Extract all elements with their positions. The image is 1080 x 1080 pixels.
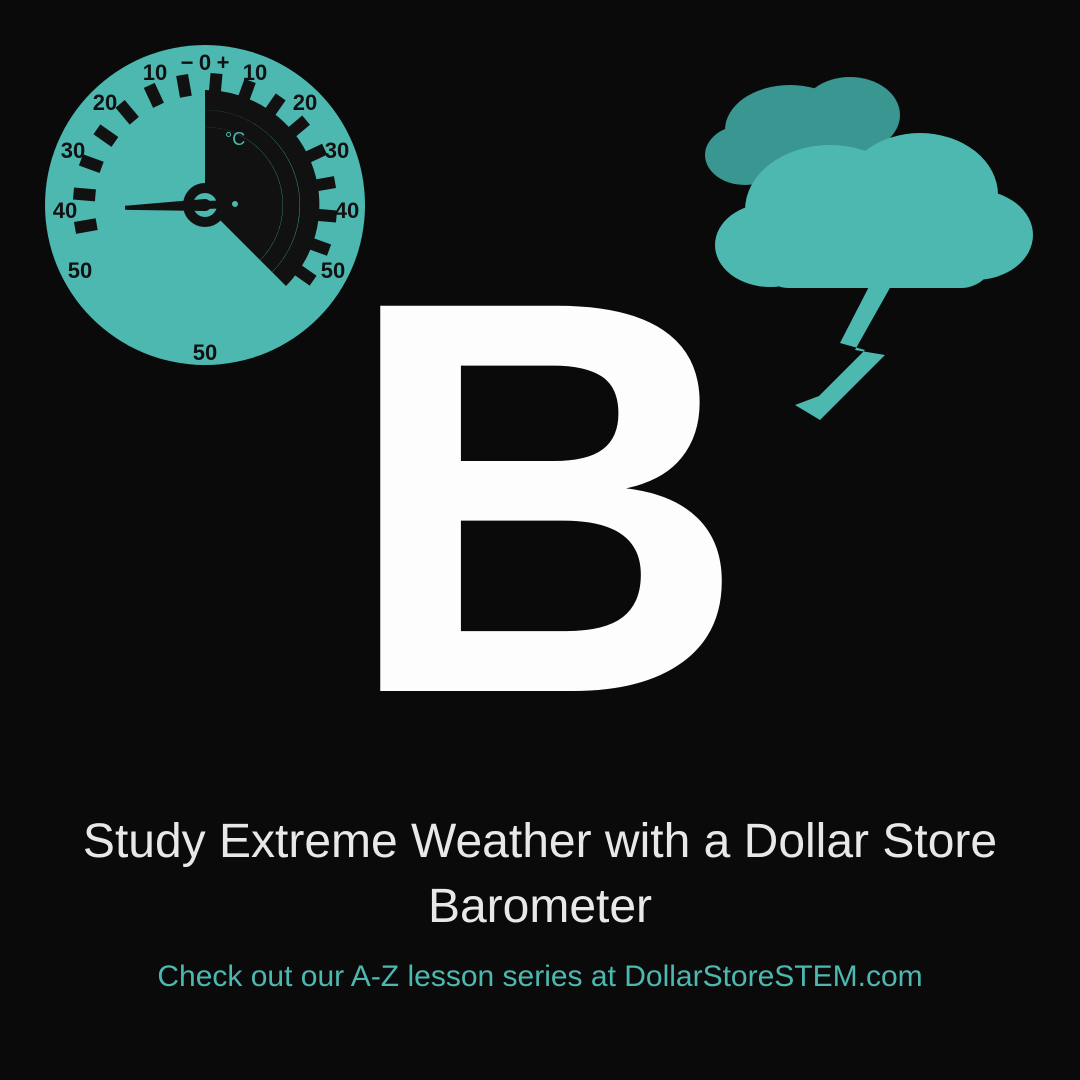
- tagline-text: Check out our A-Z lesson series at Dolla…: [0, 960, 1080, 994]
- gauge-tick: 30: [325, 138, 349, 163]
- gauge-tick: 20: [293, 90, 317, 115]
- gauge-tick: 50: [68, 258, 92, 283]
- gauge-tick: 50: [321, 258, 345, 283]
- gauge-tick: 40: [53, 198, 77, 223]
- gauge-unit-label: °C: [225, 129, 245, 149]
- gauge-mark-minus: −: [181, 50, 194, 75]
- gauge-tick: 20: [93, 90, 117, 115]
- storm-cloud-icon: [700, 60, 1040, 380]
- gauge-tick: 10: [143, 60, 167, 85]
- subtitle-text: Study Extreme Weather with a Dollar Stor…: [0, 810, 1080, 940]
- gauge-tick: 10: [243, 60, 267, 85]
- gauge-tick-bottom: 50: [193, 340, 217, 365]
- gauge-tick: 30: [61, 138, 85, 163]
- gauge-mark-plus: +: [217, 50, 230, 75]
- feature-letter: B: [343, 217, 737, 777]
- gauge-mark-zero: 0: [199, 50, 211, 75]
- thermometer-gauge-icon: °C − 0 + 10 20 30 40 50 10 20 30 40 50 5…: [40, 40, 370, 370]
